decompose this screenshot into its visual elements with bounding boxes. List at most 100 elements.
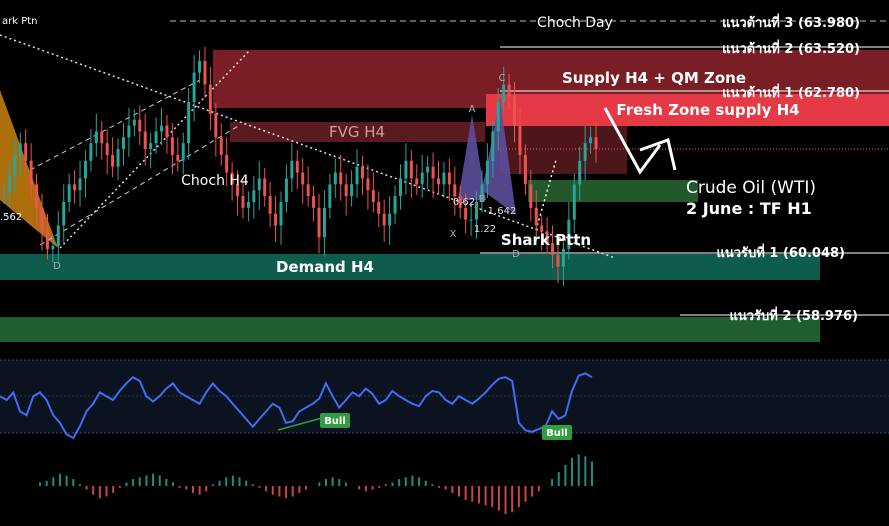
candle-body	[393, 196, 397, 214]
label-pivot-x: X	[450, 229, 457, 240]
shark-pattern-triangle-1	[458, 115, 486, 200]
candle-body	[350, 184, 354, 197]
candle-body	[366, 178, 370, 191]
candle-body	[2, 193, 6, 195]
channel-dashed-lower	[39, 124, 241, 246]
label-shark-pattern: Shark Pttn	[501, 231, 591, 249]
candle-body	[377, 201, 381, 214]
candle-body	[257, 178, 261, 191]
candle-body	[572, 184, 576, 220]
candle-body	[534, 207, 538, 226]
candle-body	[13, 154, 17, 176]
label-fvg-h4: FVG H4	[329, 123, 385, 141]
candle-body	[339, 172, 343, 185]
candle-body	[105, 143, 109, 155]
candle-body	[121, 137, 125, 150]
candle-body	[551, 243, 555, 255]
candle-body	[507, 84, 511, 97]
candle-body	[475, 201, 479, 220]
candle-body	[301, 172, 305, 185]
candle-body	[312, 196, 316, 208]
candle-body	[523, 154, 527, 185]
candle-body	[7, 175, 11, 194]
candle-body	[322, 207, 326, 238]
candle-body	[24, 143, 28, 161]
histogram-group	[39, 454, 593, 514]
candle-body	[154, 131, 158, 144]
label-choch-h4: Choch H4	[181, 173, 249, 189]
candle-body	[67, 184, 71, 202]
candle-body	[62, 201, 66, 226]
candle-body	[116, 149, 120, 167]
candle-body	[165, 125, 169, 138]
bull-divergence-line	[277, 417, 323, 431]
candle-body	[409, 160, 413, 179]
candle-body	[567, 219, 571, 249]
candle-body	[89, 143, 93, 161]
candles-group	[2, 46, 598, 286]
candle-body	[491, 131, 495, 161]
candle-body	[328, 184, 332, 208]
shark-dotted-line	[535, 159, 557, 231]
label-ratio-d: 1.642	[488, 206, 517, 217]
candle-body	[540, 225, 544, 232]
label-level-s1: แนวรับที่ 1 (60.048)	[716, 243, 845, 261]
channel-dashed-upper	[29, 79, 201, 171]
bull-label-box-2	[542, 425, 572, 440]
candle-body	[230, 172, 234, 185]
candle-body	[51, 246, 55, 249]
candle-body	[149, 143, 153, 150]
oscillator-line	[0, 372, 593, 440]
candle-body	[214, 113, 218, 138]
candle-body	[502, 84, 506, 103]
fresh-supply-zone	[486, 94, 889, 126]
candle-body	[127, 125, 131, 138]
candle-body	[529, 184, 533, 208]
candle-body	[306, 184, 310, 197]
candle-body	[252, 190, 256, 202]
label-ratio-b: 0.62	[453, 197, 475, 208]
label-pivot-c: C	[499, 73, 506, 84]
candle-body	[279, 201, 283, 226]
candle-body	[241, 196, 245, 208]
candle-body	[415, 178, 419, 185]
candle-body	[192, 72, 196, 103]
candle-body	[187, 102, 191, 144]
candle-body	[453, 184, 457, 197]
candle-body	[40, 207, 44, 232]
candle-body	[295, 160, 299, 173]
trendline-dotted-down	[0, 34, 616, 259]
label-pivot-d-left: D	[53, 261, 61, 272]
candle-body	[219, 137, 223, 155]
label-instrument: Crude Oil (WTI)	[686, 178, 816, 198]
candle-body	[45, 231, 49, 249]
candle-body	[561, 248, 565, 267]
label-fresh-supply: Fresh Zone supply H4	[616, 101, 799, 119]
candle-body	[594, 137, 598, 150]
candle-body	[426, 166, 430, 173]
green-zone-right	[528, 180, 698, 202]
candle-body	[485, 160, 489, 185]
candle-body	[480, 184, 484, 202]
candle-body	[458, 196, 462, 208]
label-pivot-d-right: D	[512, 249, 520, 260]
candle-body	[469, 219, 473, 221]
label-ratio-c: 1.22	[474, 224, 496, 235]
candle-body	[268, 196, 272, 214]
label-level-r2: แนวต้านที่ 2 (63.520)	[722, 39, 860, 57]
candle-body	[355, 166, 359, 185]
label-demand-h4: Demand H4	[276, 258, 374, 276]
candle-body	[464, 207, 468, 220]
candle-body	[198, 60, 202, 73]
candle-body	[371, 190, 375, 202]
candle-body	[388, 213, 392, 226]
candle-body	[420, 172, 424, 185]
harmonic-left-pattern	[0, 90, 58, 248]
demand-zone-h4	[0, 254, 820, 280]
candle-body	[246, 201, 250, 208]
fvg-zone-h4	[230, 122, 485, 142]
candle-body	[78, 178, 82, 191]
candle-body	[578, 160, 582, 185]
candle-body	[513, 96, 517, 126]
